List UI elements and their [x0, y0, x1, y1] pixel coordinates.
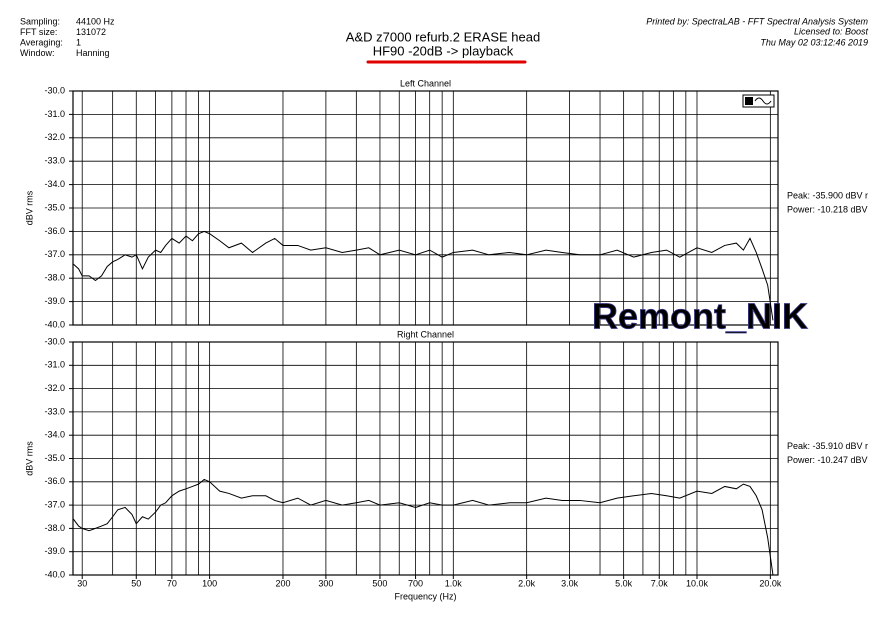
info-value: 131072 — [76, 27, 106, 37]
x-tick-label: 20.0k — [759, 578, 782, 588]
y-tick-label: -34.0 — [44, 430, 65, 440]
y-tick-label: -32.0 — [44, 132, 65, 142]
plot-frame — [72, 90, 779, 326]
x-tick-label: 3.0k — [561, 578, 579, 588]
info-value: 44100 Hz — [76, 16, 115, 26]
y-tick-label: -31.0 — [44, 109, 65, 119]
watermark: Remont_NIK — [592, 296, 808, 337]
x-tick-label: 1.0k — [445, 578, 463, 588]
subtitle: HF90 -20dB -> playback — [373, 43, 514, 58]
x-tick-label: 500 — [372, 578, 387, 588]
x-tick-label: 700 — [408, 578, 423, 588]
y-tick-label: -40.0 — [44, 569, 65, 579]
x-axis-label: Frequency (Hz) — [394, 591, 456, 601]
chart-title: Right Channel — [397, 329, 454, 339]
x-tick-label: 2.0k — [518, 578, 536, 588]
spectrum-line — [73, 230, 774, 321]
info-value: Hanning — [76, 48, 110, 58]
y-tick-label: -36.0 — [44, 226, 65, 236]
print-icon-part — [745, 97, 753, 105]
y-tick-label: -30.0 — [44, 336, 65, 346]
info-value: 1 — [76, 37, 81, 47]
stat-annotation: Power: -10.218 dBV — [787, 204, 868, 214]
y-tick-label: -40.0 — [44, 319, 65, 329]
y-tick-label: -35.0 — [44, 453, 65, 463]
x-tick-label: 5.0k — [615, 578, 633, 588]
print-icon-wave — [754, 97, 772, 105]
title: A&D z7000 refurb.2 ERASE head — [346, 29, 540, 44]
stat-annotation: Peak: -35.900 dBV r — [787, 190, 868, 200]
y-tick-label: -38.0 — [44, 523, 65, 533]
x-tick-label: 300 — [318, 578, 333, 588]
x-tick-label: 100 — [202, 578, 217, 588]
licensed-to: Licensed to: Boost — [794, 26, 869, 36]
chart-title: Left Channel — [400, 78, 451, 88]
y-axis-label: dBV rms — [24, 441, 34, 476]
spectrum-line — [72, 478, 774, 576]
plot-frame — [72, 341, 779, 576]
y-tick-label: -33.0 — [44, 406, 65, 416]
y-tick-label: -38.0 — [44, 273, 65, 283]
y-tick-label: -33.0 — [44, 156, 65, 166]
y-tick-label: -31.0 — [44, 360, 65, 370]
info-label: Averaging: — [20, 37, 63, 47]
x-tick-label: 50 — [131, 578, 141, 588]
stat-annotation: Power: -10.247 dBV — [787, 455, 868, 465]
info-label: FFT size: — [20, 27, 57, 37]
y-tick-label: -34.0 — [44, 179, 65, 189]
y-tick-label: -36.0 — [44, 476, 65, 486]
y-tick-label: -32.0 — [44, 383, 65, 393]
y-tick-label: -35.0 — [44, 202, 65, 212]
info-label: Sampling: — [20, 16, 60, 26]
date: Thu May 02 03:12:46 2019 — [760, 37, 868, 47]
y-tick-label: -30.0 — [44, 85, 65, 95]
stat-annotation: Peak: -35.910 dBV r — [787, 441, 868, 451]
y-tick-label: -37.0 — [44, 499, 65, 509]
y-tick-label: -39.0 — [44, 296, 65, 306]
printed-by: Printed by: SpectraLAB - FFT Spectral An… — [646, 16, 868, 26]
y-tick-label: -37.0 — [44, 249, 65, 259]
x-tick-label: 10.0k — [686, 578, 709, 588]
x-tick-label: 7.0k — [651, 578, 669, 588]
x-tick-label: 200 — [275, 578, 290, 588]
x-tick-label: 30 — [77, 578, 87, 588]
y-axis-label: dBV rms — [24, 190, 34, 225]
x-tick-label: 70 — [167, 578, 177, 588]
y-tick-label: -39.0 — [44, 546, 65, 556]
info-label: Window: — [20, 48, 55, 58]
